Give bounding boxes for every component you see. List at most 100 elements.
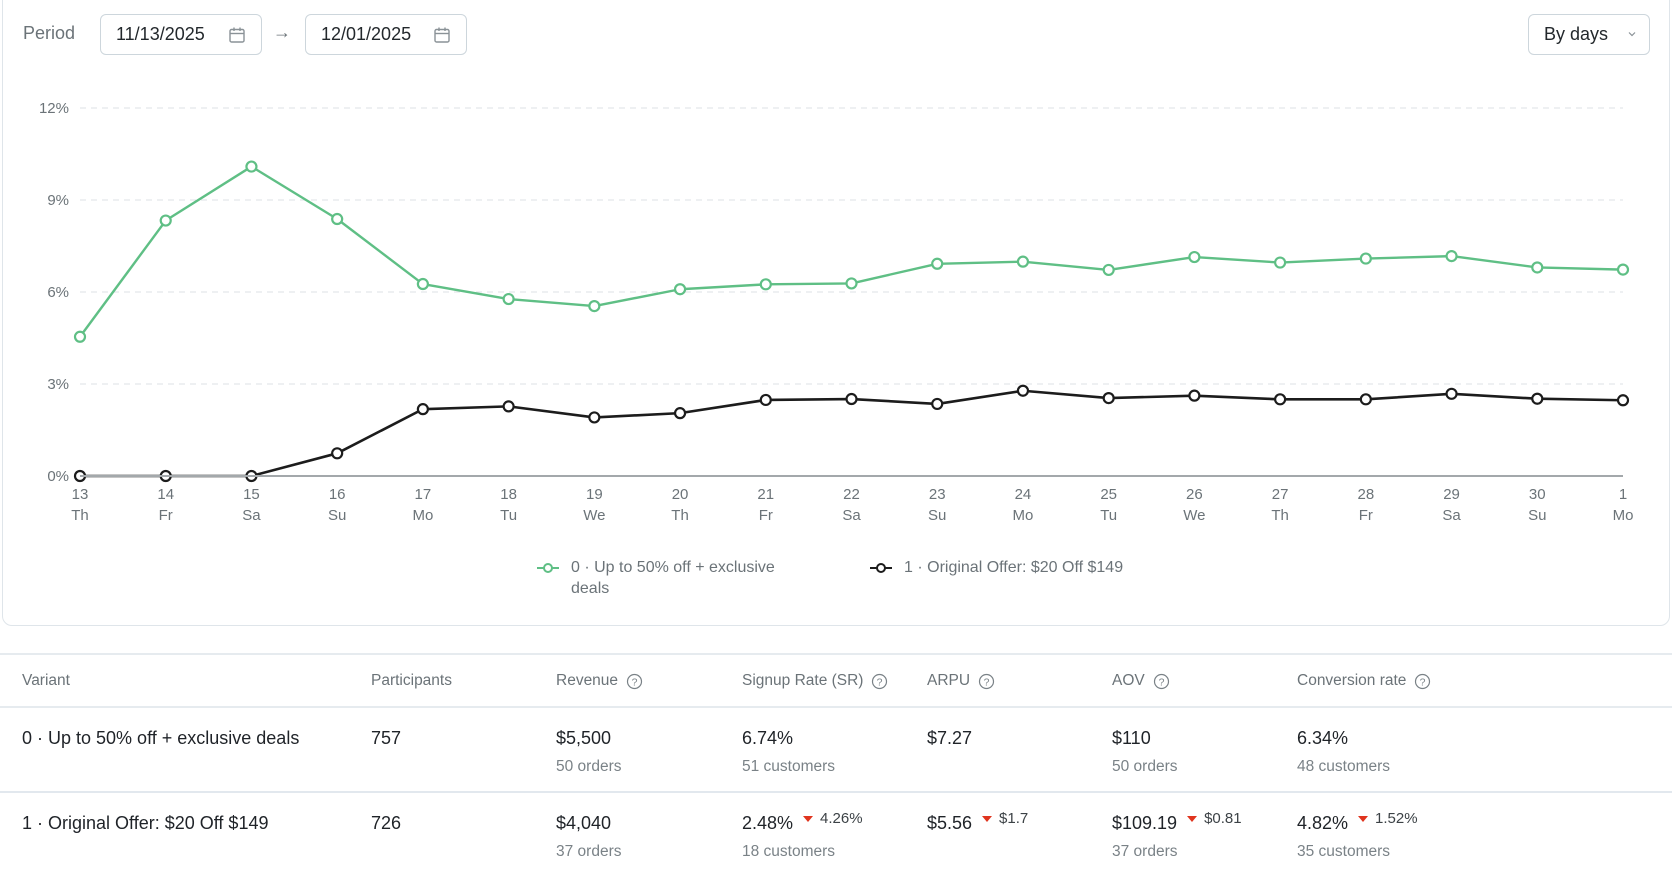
date-to-value: 12/01/2025 xyxy=(321,24,412,44)
data-point-variant-1 xyxy=(416,403,429,416)
participants-value: 726 xyxy=(371,813,402,833)
aov-orders: 50 orders xyxy=(1112,758,1178,775)
help-icon[interactable]: ? xyxy=(626,673,643,690)
help-icon[interactable]: ? xyxy=(1153,673,1170,690)
legend-label: 1 · Original Offer: $20 Off $149 xyxy=(904,559,1124,576)
x-tick-label: 24 xyxy=(1015,486,1032,503)
aov-orders: 37 orders xyxy=(1112,843,1178,860)
x-tick-label: 1 xyxy=(1619,486,1627,503)
help-icon[interactable]: ? xyxy=(1414,673,1431,690)
date-from-input[interactable]: 11/13/2025 xyxy=(100,14,262,55)
svg-text:?: ? xyxy=(632,676,638,688)
data-point-variant-1 xyxy=(1274,393,1287,406)
conversion-rate-customers: 48 customers xyxy=(1297,758,1391,775)
legend-marker-icon xyxy=(537,563,559,573)
variant-name: 1 · Original Offer: $20 Off $149 xyxy=(22,813,269,833)
series-layer xyxy=(73,160,1630,483)
header-aov[interactable]: AOV ? xyxy=(1112,672,1170,690)
down-triangle-icon xyxy=(803,815,814,822)
data-point-variant-1 xyxy=(1102,392,1115,405)
date-from-value: 11/13/2025 xyxy=(116,24,205,44)
x-tick-weekday: Mo xyxy=(412,507,433,524)
grid-layer: 0% 3% 6% 9% 12% xyxy=(39,100,1623,485)
data-point-variant-1 xyxy=(331,447,344,460)
x-tick-weekday: Tu xyxy=(1100,507,1117,524)
x-tick-weekday: We xyxy=(583,507,605,524)
participants-value: 757 xyxy=(371,728,402,748)
header-conversion-rate[interactable]: Conversion rate ? xyxy=(1297,672,1431,690)
calendar-icon[interactable] xyxy=(433,26,451,44)
arpu-value: $5.56 xyxy=(927,813,973,833)
x-tick-label: 28 xyxy=(1357,486,1374,503)
x-tick-weekday: Mo xyxy=(1013,507,1034,524)
legend-item-variant-1[interactable]: 1 · Original Offer: $20 Off $149 xyxy=(870,557,1200,578)
svg-text:?: ? xyxy=(1420,676,1426,688)
chevron-down-icon xyxy=(1628,32,1636,37)
date-to-input[interactable]: 12/01/2025 xyxy=(305,14,467,55)
calendar-icon[interactable] xyxy=(228,26,246,44)
header-variant[interactable]: Variant xyxy=(22,672,70,690)
y-tick-label: 3% xyxy=(47,376,69,393)
x-tick-label: 30 xyxy=(1529,486,1546,503)
data-point-variant-0 xyxy=(1616,263,1630,276)
header-signup-rate[interactable]: Signup Rate (SR) ? xyxy=(742,672,888,690)
x-tick-weekday: Th xyxy=(1271,507,1289,524)
legend-item-variant-0[interactable]: 0 · Up to 50% off + exclusive deals xyxy=(537,557,807,599)
x-tick-weekday: Mo xyxy=(1613,507,1634,524)
range-arrow-icon: → xyxy=(273,22,291,42)
data-point-variant-0 xyxy=(416,277,429,291)
help-icon[interactable]: ? xyxy=(978,673,995,690)
header-label: ARPU xyxy=(927,672,971,689)
down-triangle-icon xyxy=(982,815,993,822)
data-point-variant-0 xyxy=(1016,255,1030,268)
conversion-rate-value: 6.34% xyxy=(1297,728,1349,748)
data-point-variant-0 xyxy=(1274,256,1287,269)
table-row[interactable]: 0 · Up to 50% off + exclusive deals 757 … xyxy=(0,708,1672,793)
signup-rate-customers: 18 customers xyxy=(742,843,836,860)
x-tick-weekday: Su xyxy=(1528,507,1546,524)
data-point-variant-0 xyxy=(331,212,344,226)
y-tick-label: 9% xyxy=(47,192,69,209)
signup-rate-value: 2.48% xyxy=(742,813,794,833)
help-icon[interactable]: ? xyxy=(871,673,888,690)
line-chart: 0% 3% 6% 9% 12% 13 Th 14 Fr 15 Sa 16 Su 17 Mo 18 Tu 19 We… xyxy=(39,100,1634,524)
table-row[interactable]: 1 · Original Offer: $20 Off $149 726 $4,… xyxy=(0,793,1672,877)
revenue-orders: 37 orders xyxy=(556,843,622,860)
data-point-variant-1 xyxy=(1616,394,1630,407)
data-point-variant-1 xyxy=(845,392,858,406)
legend-label-cont: deals xyxy=(571,580,610,597)
x-tick-label: 23 xyxy=(929,486,946,503)
down-triangle-icon xyxy=(1358,815,1369,822)
data-point-variant-0 xyxy=(673,283,687,296)
header-participants[interactable]: Participants xyxy=(371,672,452,690)
header-arpu[interactable]: ARPU ? xyxy=(927,672,995,690)
x-tick-weekday: Sa xyxy=(842,507,861,524)
x-tick-label: 13 xyxy=(72,486,89,503)
x-tick-label: 29 xyxy=(1443,486,1460,503)
x-tick-label: 15 xyxy=(243,486,260,503)
data-point-variant-1 xyxy=(1445,387,1458,400)
data-point-variant-1 xyxy=(588,411,601,424)
period-label: Period xyxy=(23,23,76,43)
delta-value: 1.52% xyxy=(1375,810,1418,827)
data-point-variant-0 xyxy=(1102,263,1115,277)
data-point-variant-0 xyxy=(1359,252,1372,265)
arpu-delta: $1.7 xyxy=(982,810,1028,827)
granularity-select[interactable]: By days xyxy=(1528,14,1650,55)
data-point-variant-1 xyxy=(673,407,687,420)
arpu-value: $7.27 xyxy=(927,728,973,748)
data-point-variant-1 xyxy=(1188,389,1201,402)
conversion-rate-delta: 1.52% xyxy=(1358,810,1418,827)
x-tick-label: 22 xyxy=(843,486,860,503)
x-tick-label: 21 xyxy=(757,486,774,503)
aov-delta: $0.81 xyxy=(1187,810,1242,827)
x-tick-label: 17 xyxy=(415,486,432,503)
revenue-orders: 50 orders xyxy=(556,758,622,775)
header-revenue[interactable]: Revenue ? xyxy=(556,672,643,690)
data-point-variant-1 xyxy=(931,397,944,411)
data-point-variant-1 xyxy=(1359,393,1372,406)
series-line-variant-0 xyxy=(79,165,1624,338)
conversion-rate-value: 4.82% xyxy=(1297,813,1349,833)
down-triangle-icon xyxy=(1187,815,1198,822)
aov-value: $109.19 xyxy=(1112,813,1178,833)
